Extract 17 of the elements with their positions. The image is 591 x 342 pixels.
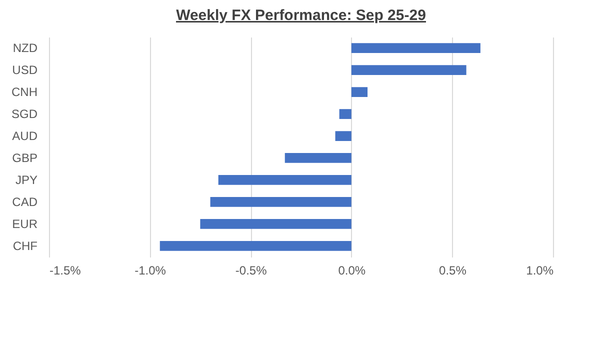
y-tick-label: CNH — [12, 85, 38, 100]
y-tick-label: USD — [12, 63, 38, 78]
y-tick-label: JPY — [15, 172, 38, 187]
y-tick-label: NZD — [12, 41, 38, 56]
y-tick-label: SGD — [11, 107, 38, 122]
y-tick-label: GBP — [12, 150, 38, 165]
y-tick-label: AUD — [12, 129, 38, 144]
y-tick-label: CAD — [12, 194, 38, 209]
y-tick-label: CHF — [12, 238, 38, 253]
x-tick-label: -0.5% — [235, 264, 268, 278]
x-tick-label: 0.0% — [338, 264, 366, 278]
chart-title: Weekly FX Performance: Sep 25-29 — [176, 7, 426, 24]
y-tick-label: EUR — [12, 216, 38, 231]
x-tick-label: 1.0% — [526, 264, 554, 278]
x-tick-label: -1.0% — [134, 264, 166, 278]
x-tick-label: 0.5% — [439, 264, 467, 278]
x-tick-label: -1.5% — [50, 264, 82, 278]
